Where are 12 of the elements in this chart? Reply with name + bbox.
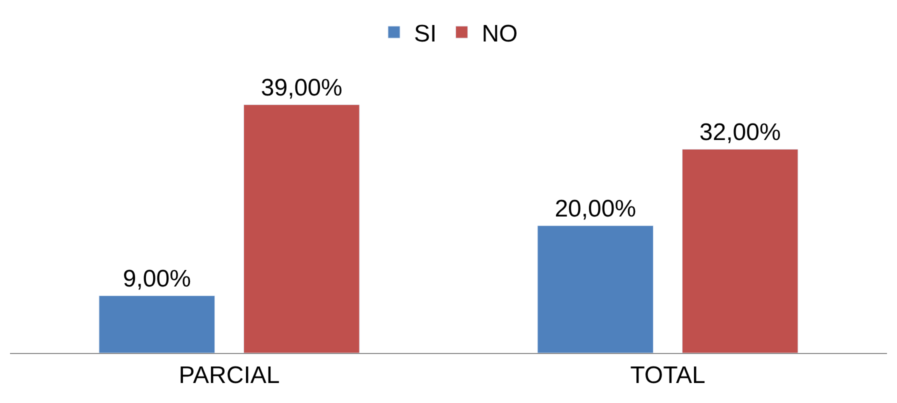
legend-label: SI [414, 20, 437, 48]
data-label: 9,00% [122, 266, 191, 293]
data-label: 20,00% [554, 196, 636, 223]
data-label: 32,00% [699, 119, 781, 146]
data-label: 39,00% [260, 74, 342, 102]
x-tick-label: PARCIAL [178, 362, 280, 389]
x-tick-label: TOTAL [630, 362, 706, 389]
bar [537, 225, 654, 353]
bar [98, 295, 216, 353]
bar [243, 104, 360, 353]
bar [682, 148, 798, 353]
legend-label: NO [482, 20, 518, 48]
